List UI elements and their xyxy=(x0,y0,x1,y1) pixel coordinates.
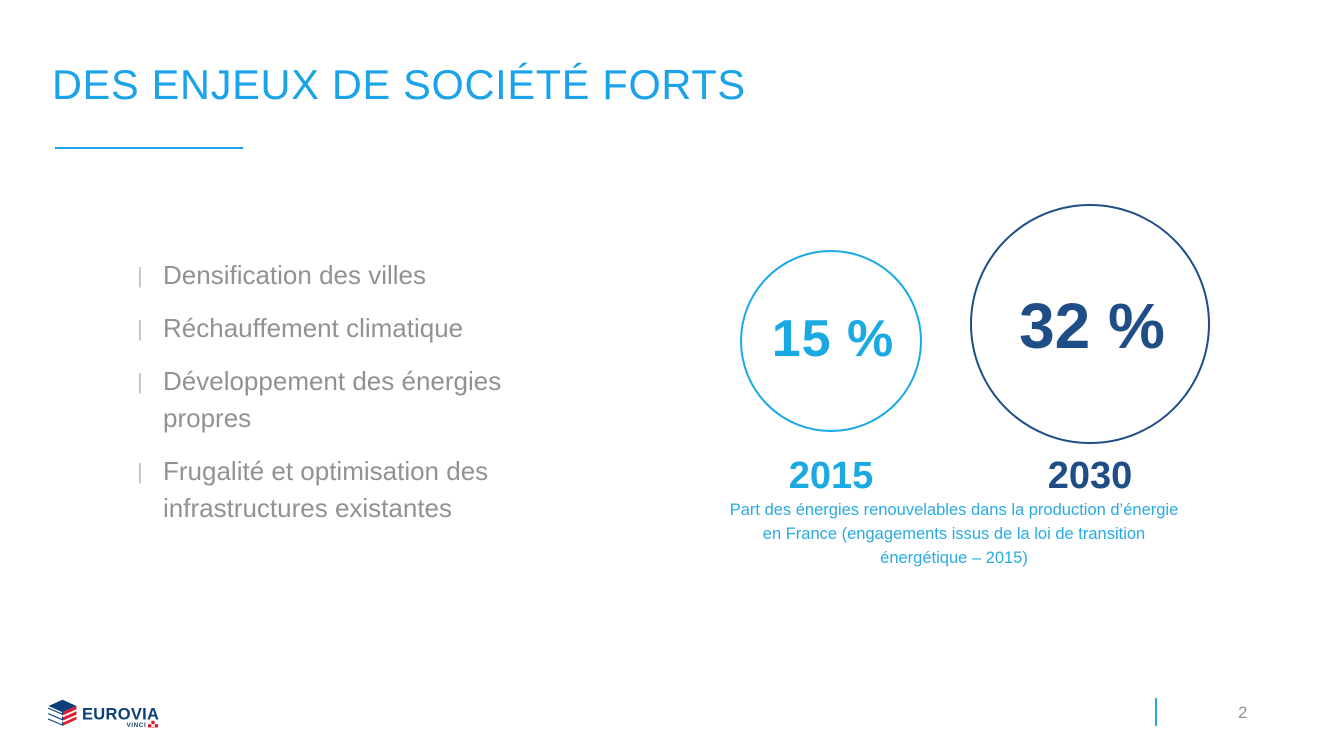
svg-text:VINCI: VINCI xyxy=(127,722,147,728)
svg-text:EUROVIA: EUROVIA xyxy=(82,706,159,724)
